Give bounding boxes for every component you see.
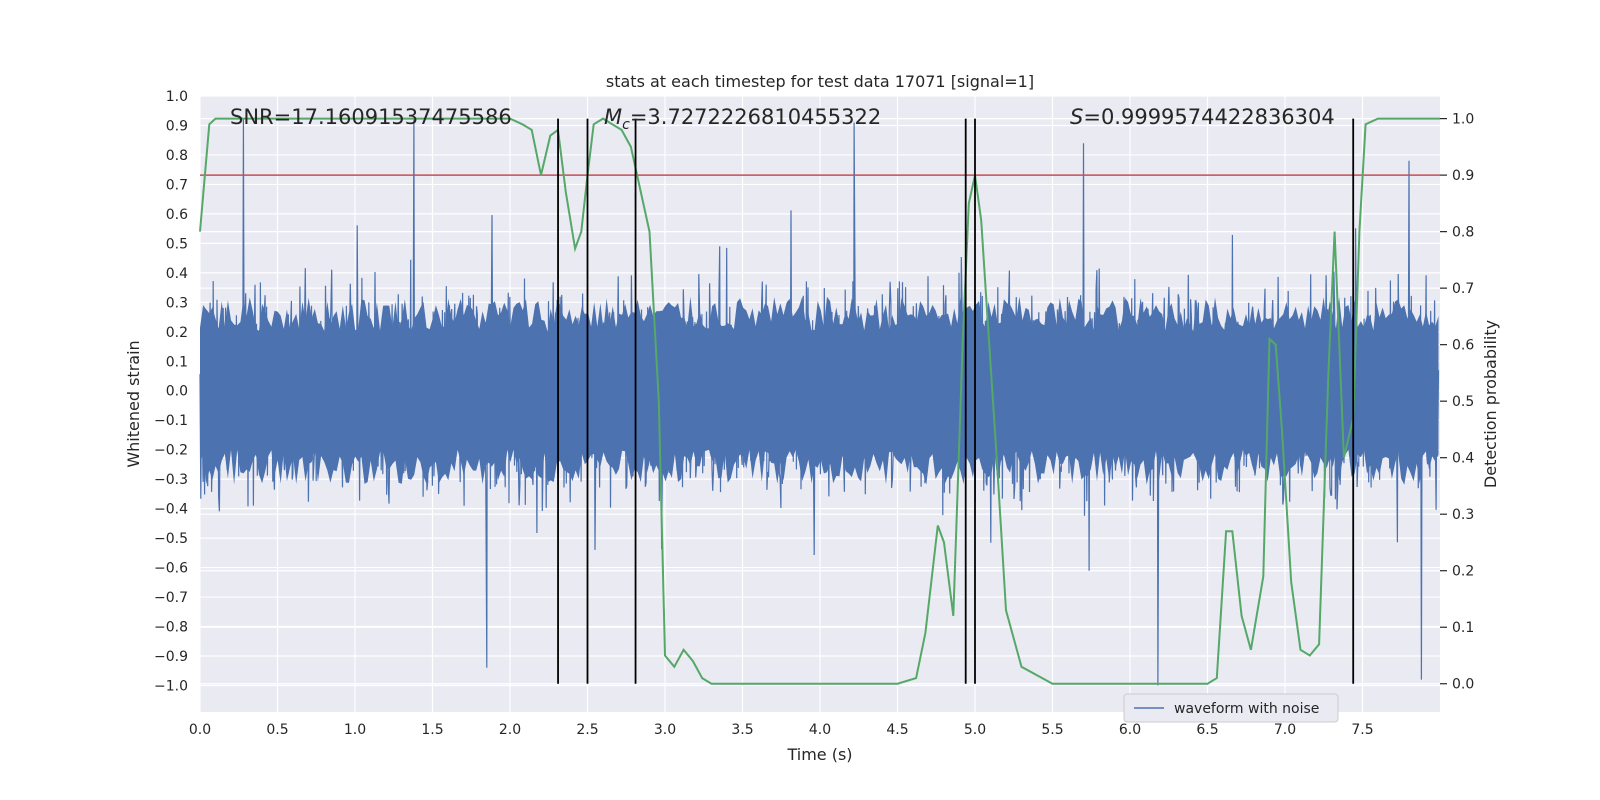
y2-tick-label-1: 0.9 (1452, 168, 1474, 184)
y-tick-label-8: 0.2 (166, 325, 188, 341)
legend: waveform with noise (1123, 693, 1339, 723)
y2-tick-label-0: 1.0 (1452, 112, 1474, 128)
y-tick-label-18: −0.8 (154, 620, 188, 636)
x-tick-label-10: 5.0 (964, 722, 986, 738)
significance-annotation: S=0.9999574422836304 (1070, 105, 1335, 129)
chirp-mass-value: =3.7272226810455322 (630, 105, 881, 129)
y-tick-label-1: 0.9 (166, 118, 188, 134)
x-tick-label-3: 1.5 (421, 722, 443, 738)
chart-title: stats at each timestep for test data 170… (606, 72, 1034, 91)
x-tick-label-13: 6.5 (1196, 722, 1218, 738)
y2-tick-label-8: 0.2 (1452, 564, 1474, 580)
detection-probability-series (199, 117, 1440, 685)
x-tick-label-4: 2.0 (499, 722, 521, 738)
y2-tick-label-5: 0.5 (1452, 394, 1474, 410)
x-tick-label-12: 6.0 (1119, 722, 1141, 738)
y-tick-label-2: 0.8 (166, 148, 188, 164)
y2-axis-label: Detection probability (1481, 320, 1500, 488)
chirp-mass-symbol: M (604, 105, 622, 129)
y-tick-label-3: 0.7 (166, 177, 188, 193)
significance-symbol: S (1070, 105, 1083, 129)
y-tick-label-15: −0.5 (154, 531, 188, 547)
x-ticks: 0.0 0.5 1.0 1.5 2.0 2.5 3.0 3.5 4.0 4.5 5.0 5.5 6.0 6… (189, 722, 1374, 738)
y-tick-label-13: −0.3 (154, 472, 188, 488)
y-tick-label-7: 0.3 (166, 295, 188, 311)
x-tick-label-9: 4.5 (886, 722, 908, 738)
significance-value: =0.9999574422836304 (1083, 105, 1334, 129)
x-tick-label-5: 2.5 (576, 722, 598, 738)
y-tick-label-10: 0.0 (166, 384, 188, 400)
y-tick-label-5: 0.5 (166, 236, 188, 252)
x-tick-label-14: 7.0 (1274, 722, 1296, 738)
y2-tick-label-10: 0.0 (1452, 677, 1474, 693)
x-tick-label-1: 0.5 (266, 722, 288, 738)
y2-ticks: 1.0 0.9 0.8 0.7 0.6 0.5 0.4 0.3 0.2 0.1 0.0 (1440, 112, 1474, 693)
y-tick-label-20: −1.0 (154, 678, 188, 694)
x-tick-label-0: 0.0 (189, 722, 211, 738)
y-tick-label-17: −0.7 (154, 590, 188, 606)
waveform-series (199, 119, 1440, 686)
x-tick-label-7: 3.5 (731, 722, 753, 738)
y2-tick-label-7: 0.3 (1452, 507, 1474, 523)
x-tick-label-6: 3.0 (654, 722, 676, 738)
y-tick-label-12: −0.2 (154, 443, 188, 459)
x-tick-label-15: 7.5 (1351, 722, 1373, 738)
y2-tick-label-6: 0.4 (1452, 451, 1474, 467)
y-axis-label: Whitened strain (124, 340, 143, 467)
snr-annotation: SNR=17.16091537475586 (230, 105, 512, 129)
y2-tick-label-2: 0.8 (1452, 225, 1474, 241)
legend-box (1123, 693, 1339, 723)
y2-tick-label-9: 0.1 (1452, 620, 1474, 636)
y-tick-label-19: −0.9 (154, 649, 188, 665)
y-ticks: 1.0 0.9 0.8 0.7 0.6 0.5 0.4 0.3 0.2 0.1 0.0 −0.1 −0.… (154, 89, 188, 694)
legend-label-waveform: waveform with noise (1174, 701, 1319, 717)
y-tick-label-11: −0.1 (154, 413, 188, 429)
y2-tick-label-3: 0.7 (1452, 281, 1474, 297)
y-tick-label-9: 0.1 (166, 354, 188, 370)
detection-probability-line (199, 117, 1440, 685)
x-axis-label: Time (s) (786, 745, 852, 764)
chirp-mass-annotation: Mc=3.7272226810455322 (604, 105, 881, 133)
chirp-mass-subscript: c (622, 117, 630, 133)
x-tick-label-8: 4.0 (809, 722, 831, 738)
y-tick-label-14: −0.4 (154, 502, 188, 518)
x-tick-label-11: 5.5 (1041, 722, 1063, 738)
y-tick-label-6: 0.4 (166, 266, 188, 282)
x-tick-label-2: 1.0 (344, 722, 366, 738)
y-tick-label-0: 1.0 (166, 89, 188, 105)
waveform-core-band (200, 296, 1439, 485)
y2-tick-label-4: 0.6 (1452, 338, 1474, 354)
y-tick-label-16: −0.6 (154, 561, 188, 577)
vertical-markers (557, 118, 1355, 684)
y-tick-label-4: 0.6 (166, 207, 188, 223)
